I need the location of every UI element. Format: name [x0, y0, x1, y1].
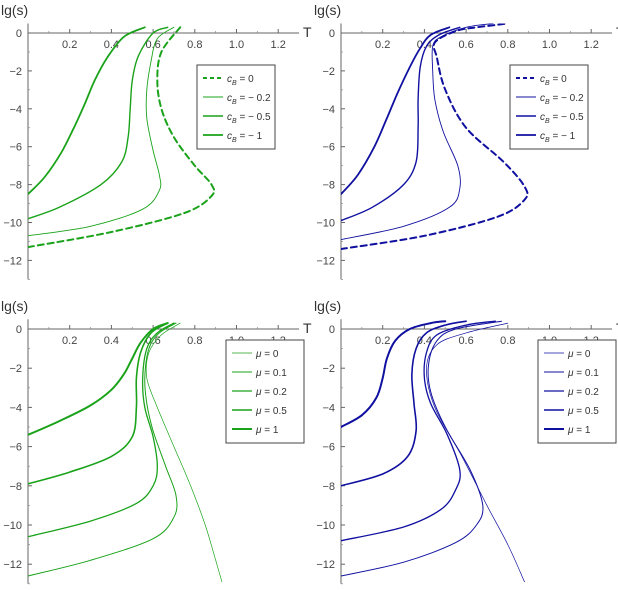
legend-entry: cB = 0 [227, 74, 254, 87]
y-tick-label: −10 [316, 520, 335, 532]
y-tick-label: −10 [3, 520, 22, 532]
y-tick-label: −6 [322, 442, 335, 454]
x-tick-label: 1.0 [229, 39, 244, 51]
y-tick-label: −4 [322, 402, 335, 414]
legend-entry: μ = 0.5 [255, 406, 287, 417]
x-tick-label: 0.6 [458, 335, 473, 347]
x-tick-label: 0.8 [187, 335, 202, 347]
y-tick-label: −4 [322, 104, 335, 116]
y-tick-label: −10 [316, 218, 335, 230]
y-tick-label: −6 [9, 442, 22, 454]
y-tick-label: −12 [3, 559, 22, 571]
x-tick-label: 0.4 [104, 335, 119, 347]
legend: cB = 0 cB = − 0.2 cB = − 0.5 cB = − 1 [196, 64, 276, 150]
y-tick-label: −2 [322, 363, 335, 375]
series-line-3 [341, 26, 461, 222]
series-line-2 [28, 26, 175, 237]
chart-panel-4: 0.20.40.60.81.01.20−2−4−6−8−10−12Tlg(s)μ… [314, 298, 618, 585]
chart-panel-3: 0.20.40.60.81.01.20−2−4−6−8−10−12Tlg(s)μ… [1, 298, 312, 585]
y-tick-label: −2 [9, 363, 22, 375]
chart-panel-1: 0.2 0.4 0.6 0.8 1.0 1.2 0 −2 −4 −6 −8 −10 −12 Tlg(s) c… [1, 2, 312, 280]
legend: cB = 0 cB = − 0.2 cB = − 0.5 cB = − 1 [509, 64, 589, 150]
y-axis-label: lg(s) [314, 2, 341, 18]
series-line-1 [341, 23, 529, 250]
series-line-4 [28, 26, 146, 195]
legend-entry: μ = 0.2 [255, 387, 287, 398]
legend-entry: μ = 1 [567, 425, 591, 436]
y-tick-label: −4 [9, 402, 22, 414]
series-line-4 [341, 26, 451, 195]
legend-entry: μ = 0.1 [255, 368, 287, 379]
series-line-3 [341, 320, 496, 542]
x-axis-label: T [303, 320, 312, 336]
legend-entry: μ = 0.1 [567, 368, 599, 379]
y-tick-label: −8 [322, 481, 335, 493]
y-tick-label: 0 [16, 28, 22, 40]
x-tick-label: 0.6 [145, 39, 160, 51]
legend: μ = 0 μ = 0.1 μ = 0.2 μ = 0.5 μ = 1 [225, 339, 305, 444]
legend: μ = 0 μ = 0.1 μ = 0.2 μ = 0.5 μ = 1 [537, 339, 617, 444]
y-tick-label: −8 [322, 180, 335, 192]
legend-entry: cB = − 0.2 [540, 93, 584, 106]
series-line-4 [341, 320, 467, 487]
y-tick-label: −10 [3, 218, 22, 230]
series-line-5 [341, 320, 447, 428]
y-tick-label: −12 [316, 255, 335, 267]
x-tick-label: 0.8 [187, 39, 202, 51]
x-tick-label: 0.4 [417, 335, 432, 347]
legend-entry: μ = 1 [255, 425, 279, 436]
y-tick-label: 0 [329, 28, 335, 40]
legend-entry: μ = 0.2 [567, 387, 599, 398]
x-tick-label: 0.2 [375, 335, 390, 347]
series-line-3 [28, 322, 175, 538]
y-tick-label: −2 [9, 66, 22, 78]
x-axis-label: T [303, 24, 312, 40]
series-line-2 [341, 320, 502, 577]
legend-entry: cB = 0 [540, 74, 567, 87]
y-tick-label: −12 [3, 255, 22, 267]
x-tick-label: 0.2 [62, 335, 77, 347]
legend-entry: μ = 0 [255, 349, 279, 360]
legend-entry: μ = 0 [567, 349, 591, 360]
y-tick-label: 0 [329, 324, 335, 336]
x-tick-label: 1.2 [584, 39, 599, 51]
legend-entry: cB = − 0.2 [227, 93, 271, 106]
x-tick-label: 1.0 [542, 39, 557, 51]
series-line-4 [28, 322, 169, 485]
legend-entry: cB = − 0.5 [540, 112, 584, 125]
series-line-2 [28, 322, 178, 577]
series-line-1 [145, 322, 223, 583]
x-tick-label: 0.4 [104, 39, 119, 51]
y-tick-label: −8 [9, 180, 22, 192]
y-tick-label: 0 [16, 324, 22, 336]
x-tick-label: 0.8 [500, 335, 515, 347]
legend-entry: cB = − 1 [540, 131, 576, 144]
legend-entry: μ = 0.5 [567, 406, 599, 417]
series-line-2 [341, 23, 494, 241]
x-tick-label: 0.8 [500, 39, 515, 51]
y-tick-label: −8 [9, 481, 22, 493]
y-axis-label: lg(s) [1, 298, 28, 314]
x-tick-label: 0.6 [458, 39, 473, 51]
y-axis-label: lg(s) [314, 298, 341, 314]
y-tick-label: −6 [9, 142, 22, 154]
y-tick-label: −4 [9, 104, 22, 116]
y-tick-label: −2 [322, 66, 335, 78]
legend-entry: cB = − 1 [227, 131, 263, 144]
series-line-1 [28, 26, 216, 249]
y-tick-label: −6 [322, 142, 335, 154]
x-axis-label: T [616, 24, 618, 40]
legend-entry: cB = − 0.5 [227, 112, 271, 125]
y-axis-label: lg(s) [1, 2, 28, 18]
series-line-1 [426, 322, 525, 583]
series-line-3 [28, 26, 169, 220]
x-tick-label: 0.2 [62, 39, 77, 51]
series-line-5 [28, 322, 169, 436]
x-tick-label: 1.2 [271, 39, 286, 51]
y-tick-label: −12 [316, 559, 335, 571]
chart-panel-2: 0.20.40.60.81.01.20−2−4−6−8−10−12Tlg(s)c… [314, 2, 618, 280]
x-axis-label: T [616, 320, 618, 336]
x-tick-label: 0.2 [375, 39, 390, 51]
